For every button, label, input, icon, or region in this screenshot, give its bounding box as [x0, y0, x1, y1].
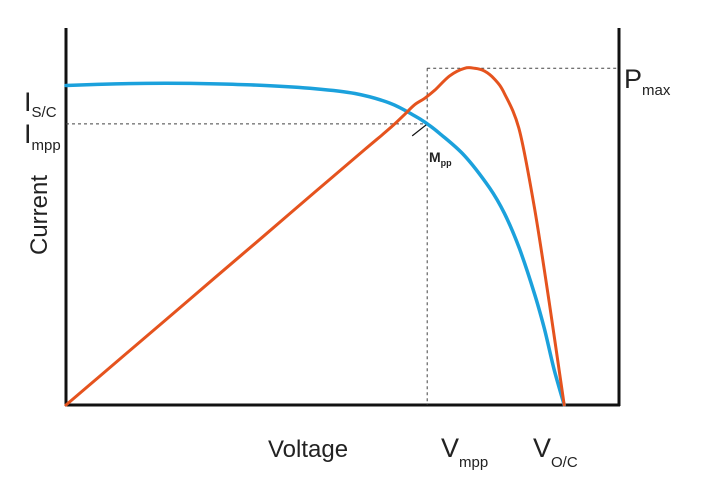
vmpp-label: Vmpp — [441, 433, 488, 471]
isc-label: IS/C — [24, 87, 57, 121]
current-voltage-curve — [64, 81, 566, 407]
mpp-label: Mpp — [429, 149, 452, 168]
y-axis-title: Current — [26, 175, 53, 255]
voc-label: VO/C — [533, 433, 578, 471]
impp-label: Impp — [24, 119, 61, 154]
mpp-leader-line — [411, 124, 427, 137]
power-voltage-curve — [64, 66, 566, 407]
x-axis-title: Voltage — [268, 436, 348, 463]
pmax-label: Pmax — [624, 64, 671, 99]
